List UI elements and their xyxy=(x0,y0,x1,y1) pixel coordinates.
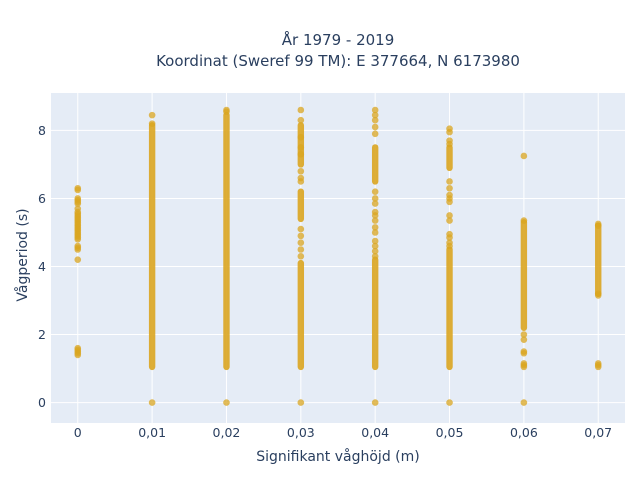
data-point xyxy=(223,399,230,406)
dense-point-band xyxy=(371,144,379,185)
data-point xyxy=(371,130,379,138)
data-point xyxy=(371,212,379,219)
data-point xyxy=(297,167,305,175)
data-point xyxy=(594,222,602,229)
x-tick-label: 0,05 xyxy=(436,425,464,440)
data-point xyxy=(74,351,82,359)
data-point xyxy=(297,144,305,151)
data-point xyxy=(74,186,82,194)
data-point xyxy=(446,212,453,219)
dense-point-band xyxy=(297,259,305,371)
data-point xyxy=(148,399,156,406)
data-point xyxy=(371,217,379,224)
data-point xyxy=(446,140,453,148)
data-point xyxy=(520,217,528,224)
data-point xyxy=(148,120,156,127)
dense-point-band xyxy=(446,144,453,172)
data-point xyxy=(74,256,82,264)
y-tick-label: 4 xyxy=(38,259,46,274)
data-points xyxy=(74,106,602,406)
data-point xyxy=(297,252,305,260)
y-axis-title: Vågperiod (s) xyxy=(14,208,31,301)
data-point xyxy=(371,200,379,207)
data-point xyxy=(371,195,379,202)
x-axis-ticks: 0 0,01 0,02 0,03 0,04 0,05 0,06 0,07 xyxy=(74,425,612,440)
data-point xyxy=(594,363,602,371)
data-point xyxy=(223,108,230,116)
dense-point-band xyxy=(446,246,453,371)
chart-title-line-2: Koordinat (Sweref 99 TM): E 377664, N 61… xyxy=(156,52,520,70)
x-tick-label: 0 xyxy=(74,425,82,440)
dense-point-band xyxy=(297,188,305,223)
data-point xyxy=(297,116,305,124)
y-tick-label: 8 xyxy=(38,123,46,138)
data-point xyxy=(594,292,602,299)
data-point xyxy=(371,188,379,195)
data-point xyxy=(520,349,528,357)
data-point xyxy=(446,242,453,250)
dense-point-band xyxy=(520,219,528,331)
data-point xyxy=(371,116,379,124)
data-point xyxy=(297,150,305,158)
dense-point-band xyxy=(223,111,230,371)
data-point xyxy=(297,178,305,185)
data-point xyxy=(446,178,453,185)
data-point xyxy=(520,363,528,371)
data-point xyxy=(371,242,379,250)
data-point xyxy=(148,111,156,119)
data-point xyxy=(74,235,82,243)
data-point xyxy=(371,247,379,255)
data-point xyxy=(297,399,305,406)
data-point xyxy=(297,232,305,240)
data-point xyxy=(446,217,453,224)
data-point xyxy=(371,111,379,119)
dense-point-band xyxy=(371,256,379,371)
data-point xyxy=(371,399,379,406)
y-tick-label: 2 xyxy=(38,327,46,342)
data-point xyxy=(446,234,453,241)
data-point xyxy=(371,229,379,236)
data-point xyxy=(297,133,305,141)
data-point xyxy=(74,246,82,253)
x-tick-label: 0,07 xyxy=(584,425,612,440)
x-tick-label: 0,04 xyxy=(361,425,389,440)
data-point xyxy=(371,123,379,131)
data-point xyxy=(74,200,82,207)
data-point xyxy=(297,239,305,246)
data-point xyxy=(297,106,305,114)
y-tick-label: 6 xyxy=(38,191,46,206)
x-tick-label: 0,03 xyxy=(287,425,315,440)
y-tick-label: 0 xyxy=(38,395,46,410)
data-point xyxy=(446,399,453,406)
data-point xyxy=(520,336,528,343)
y-axis-ticks: 0 2 4 6 8 xyxy=(38,123,46,410)
data-point xyxy=(371,106,379,114)
plot-area xyxy=(51,93,625,423)
data-point xyxy=(371,237,379,245)
data-point xyxy=(520,399,528,406)
x-tick-label: 0,06 xyxy=(510,425,538,440)
data-point xyxy=(446,128,453,136)
data-point xyxy=(371,224,379,231)
data-point xyxy=(371,252,379,260)
data-point xyxy=(446,198,453,206)
data-point xyxy=(520,152,528,160)
data-point xyxy=(297,225,305,233)
dense-point-band xyxy=(148,122,156,371)
dense-point-band xyxy=(595,222,602,297)
x-tick-label: 0,01 xyxy=(138,425,166,440)
chart-title-line-1: År 1979 - 2019 xyxy=(282,30,395,49)
x-axis-title: Signifikant våghöjd (m) xyxy=(256,448,419,465)
data-point xyxy=(297,246,305,253)
x-tick-label: 0,02 xyxy=(213,425,241,440)
data-point xyxy=(446,184,453,192)
data-point xyxy=(520,331,528,338)
